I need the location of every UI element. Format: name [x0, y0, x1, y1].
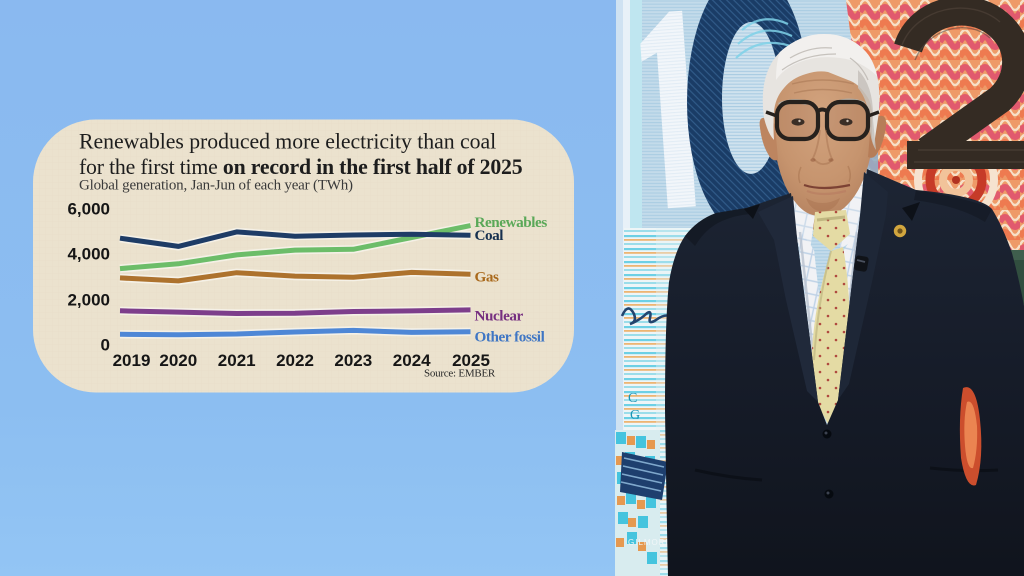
- svg-text:Global generation, Jan-Jun of: Global generation, Jan-Jun of each year …: [79, 178, 353, 194]
- svg-text:Coal: Coal: [475, 227, 504, 244]
- svg-text:2019: 2019: [113, 351, 151, 370]
- svg-text:C: C: [628, 391, 637, 406]
- svg-text:Nuclear: Nuclear: [475, 307, 524, 324]
- svg-text:G: G: [630, 408, 640, 423]
- svg-text:GILMORE: GILMORE: [628, 538, 672, 547]
- svg-text:2021: 2021: [218, 351, 256, 370]
- svg-text:2023: 2023: [334, 351, 372, 370]
- svg-text:Gas: Gas: [475, 269, 500, 286]
- svg-text:2025: 2025: [452, 351, 490, 370]
- svg-text:2,000: 2,000: [67, 290, 110, 309]
- svg-text:6,000: 6,000: [67, 199, 110, 218]
- svg-text:4,000: 4,000: [67, 245, 110, 264]
- svg-text:2022: 2022: [276, 351, 314, 370]
- svg-text:Source: EMBER: Source: EMBER: [424, 368, 496, 380]
- svg-text:for the first time on record i: for the first time on record in the firs…: [79, 155, 523, 179]
- svg-text:2020: 2020: [159, 351, 197, 370]
- svg-text:2024: 2024: [393, 351, 431, 370]
- svg-text:Other fossil: Other fossil: [475, 329, 545, 346]
- svg-text:0: 0: [101, 336, 110, 355]
- svg-text:Renewables produced more elect: Renewables produced more electricity tha…: [79, 130, 496, 154]
- svg-text:Renewables: Renewables: [475, 214, 548, 231]
